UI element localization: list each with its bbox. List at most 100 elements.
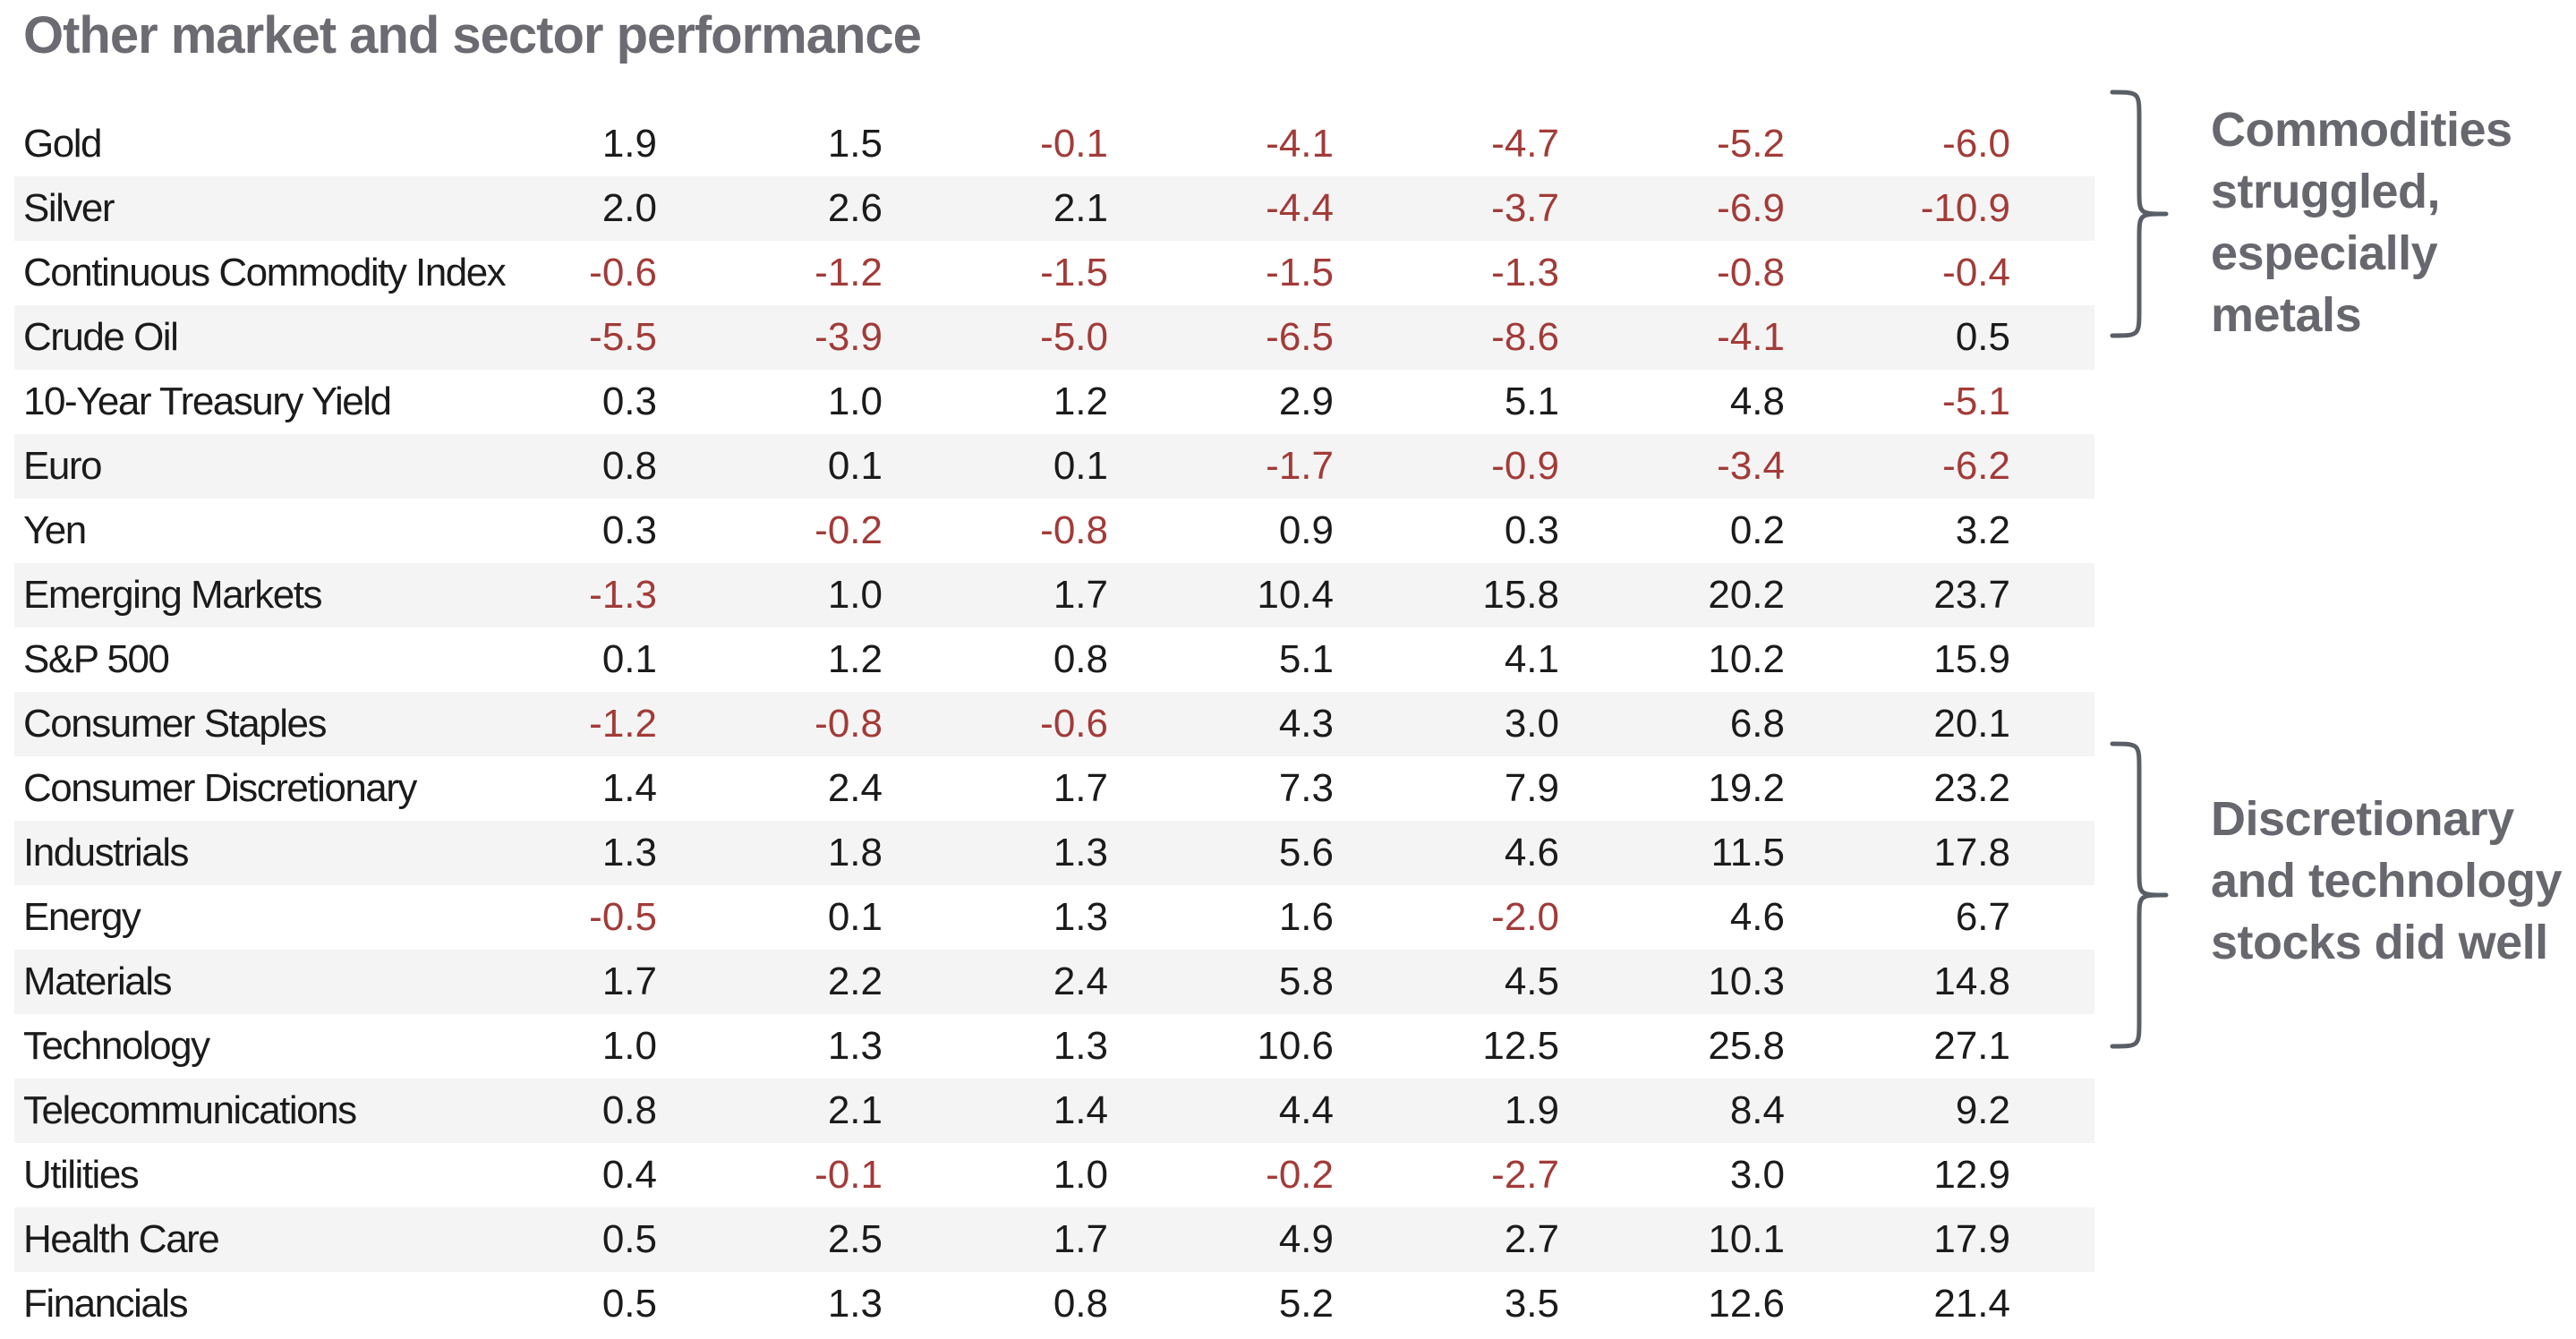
table-row: S&P 500 0.1 1.2 0.8 5.1 4.1 10.2 15.9 <box>14 627 2094 692</box>
row-filler <box>2010 1207 2094 1272</box>
bracket-discretionary-tech-group <box>2110 741 2169 1049</box>
value-cell: 1.7 <box>1053 573 1108 617</box>
value-cell: 23.2 <box>1933 766 2010 810</box>
value-cell: -6.2 <box>1942 444 2010 488</box>
bracket-commodities-group <box>2110 90 2169 338</box>
row-filler <box>2010 1272 2094 1336</box>
value-cell: 2.0 <box>601 186 657 230</box>
value-cell: 0.4 <box>601 1153 657 1197</box>
value-cell: 10.3 <box>1708 959 1785 1003</box>
value-cell: 0.8 <box>601 444 657 488</box>
row-label: Materials <box>23 959 173 1003</box>
value-cell: 0.1 <box>827 895 883 939</box>
value-cell: 1.6 <box>1278 895 1334 939</box>
value-cell: 11.5 <box>1710 831 1785 874</box>
row-label: Consumer Staples <box>23 702 327 746</box>
value-cell: 15.9 <box>1933 637 2010 681</box>
row-filler <box>2010 1143 2094 1207</box>
value-cell: 27.1 <box>1933 1024 2010 1068</box>
value-cell: -10.9 <box>1920 186 2010 230</box>
value-cell: 0.5 <box>1955 315 2010 359</box>
value-cell: -0.8 <box>1717 251 1785 294</box>
value-cell: 1.9 <box>1504 1088 1559 1132</box>
value-cell: -1.3 <box>589 573 657 617</box>
value-cell: 1.3 <box>1053 1024 1108 1068</box>
value-cell: 2.9 <box>1278 380 1334 423</box>
value-cell: -4.1 <box>1266 122 1334 166</box>
value-cell: 0.3 <box>1504 508 1559 552</box>
value-cell: 1.3 <box>827 1282 883 1326</box>
value-cell: 2.1 <box>1053 186 1108 230</box>
value-cell: 3.0 <box>1504 702 1559 746</box>
value-cell: 0.2 <box>1729 508 1785 552</box>
value-cell: -5.1 <box>1942 380 2010 423</box>
row-filler <box>2010 563 2094 627</box>
value-cell: 5.2 <box>1278 1282 1334 1326</box>
annotation-line: and technology <box>2211 854 2563 908</box>
value-cell: -0.8 <box>815 702 883 746</box>
value-cell: 2.4 <box>827 766 883 810</box>
value-cell: -4.7 <box>1491 122 1559 166</box>
value-cell: -5.2 <box>1717 122 1785 166</box>
value-cell: -3.7 <box>1491 186 1559 230</box>
value-cell: -0.2 <box>1266 1153 1334 1197</box>
table-row: Euro 0.8 0.1 0.1 -1.7 -0.9 -3.4 -6.2 <box>14 434 2094 499</box>
value-cell: 1.2 <box>1053 380 1108 423</box>
row-filler <box>2010 1079 2094 1143</box>
table-row: Emerging Markets -1.3 1.0 1.7 10.4 15.8 20.2 23… <box>14 563 2094 627</box>
table-row: Crude Oil -5.5 -3.9 -5.0 -6.5 -8.6 -4.1 0.5 <box>14 305 2094 370</box>
value-cell: 3.2 <box>1955 508 2010 552</box>
value-cell: 1.7 <box>601 959 657 1003</box>
row-filler <box>2010 756 2094 821</box>
value-cell: -1.3 <box>1491 251 1559 294</box>
value-cell: 17.9 <box>1933 1217 2010 1261</box>
value-cell: 2.5 <box>827 1217 883 1261</box>
value-cell: 4.6 <box>1729 895 1785 939</box>
row-filler <box>2010 370 2094 434</box>
value-cell: 4.4 <box>1278 1088 1334 1132</box>
value-cell: -1.2 <box>815 251 883 294</box>
value-cell: -0.6 <box>1040 702 1108 746</box>
value-cell: 1.7 <box>1053 766 1108 810</box>
value-cell: 14.8 <box>1933 959 2010 1003</box>
value-cell: -0.9 <box>1491 444 1559 488</box>
value-cell: 0.3 <box>601 508 657 552</box>
row-label: Health Care <box>23 1217 220 1261</box>
row-label: Continuous Commodity Index <box>23 251 507 294</box>
value-cell: 8.4 <box>1729 1088 1785 1132</box>
value-cell: 1.0 <box>1053 1153 1108 1197</box>
performance-table: Gold 1.9 1.5 -0.1 -4.1 -4.7 -5.2 -6.0 Silver 2.0 2… <box>14 112 2094 1336</box>
row-label: Gold <box>23 122 102 166</box>
value-cell: 0.5 <box>601 1217 657 1261</box>
value-cell: -8.6 <box>1491 315 1559 359</box>
value-cell: -0.6 <box>589 251 657 294</box>
row-filler <box>2010 950 2094 1014</box>
table-row: Continuous Commodity Index -0.6 -1.2 -1.5 -1… <box>14 241 2094 305</box>
value-cell: 1.3 <box>1053 895 1108 939</box>
value-cell: -2.0 <box>1491 895 1559 939</box>
value-cell: -3.9 <box>815 315 883 359</box>
value-cell: -5.5 <box>589 315 657 359</box>
value-cell: -0.1 <box>1040 122 1108 166</box>
annotation-line: stocks did well <box>2211 916 2548 969</box>
row-filler <box>2010 112 2094 176</box>
value-cell: 1.0 <box>601 1024 657 1068</box>
row-filler <box>2010 1014 2094 1079</box>
value-cell: 1.2 <box>827 637 883 681</box>
value-cell: 2.1 <box>827 1088 883 1132</box>
value-cell: 12.9 <box>1933 1153 2010 1197</box>
row-label: Euro <box>23 444 102 488</box>
value-cell: 2.2 <box>827 959 883 1003</box>
annotation-line: Discretionary <box>2211 792 2514 846</box>
row-label: Telecommunications <box>23 1088 357 1132</box>
row-label: Technology <box>23 1024 210 1068</box>
value-cell: 2.4 <box>1053 959 1108 1003</box>
value-cell: -0.2 <box>815 508 883 552</box>
annotation-line: especially <box>2211 226 2438 280</box>
row-filler <box>2010 434 2094 499</box>
row-label: Crude Oil <box>23 315 179 359</box>
value-cell: -0.4 <box>1942 251 2010 294</box>
annotation-line: Commodities <box>2211 103 2512 157</box>
value-cell: 1.5 <box>827 122 883 166</box>
page-title: Other market and sector performance <box>23 6 922 64</box>
